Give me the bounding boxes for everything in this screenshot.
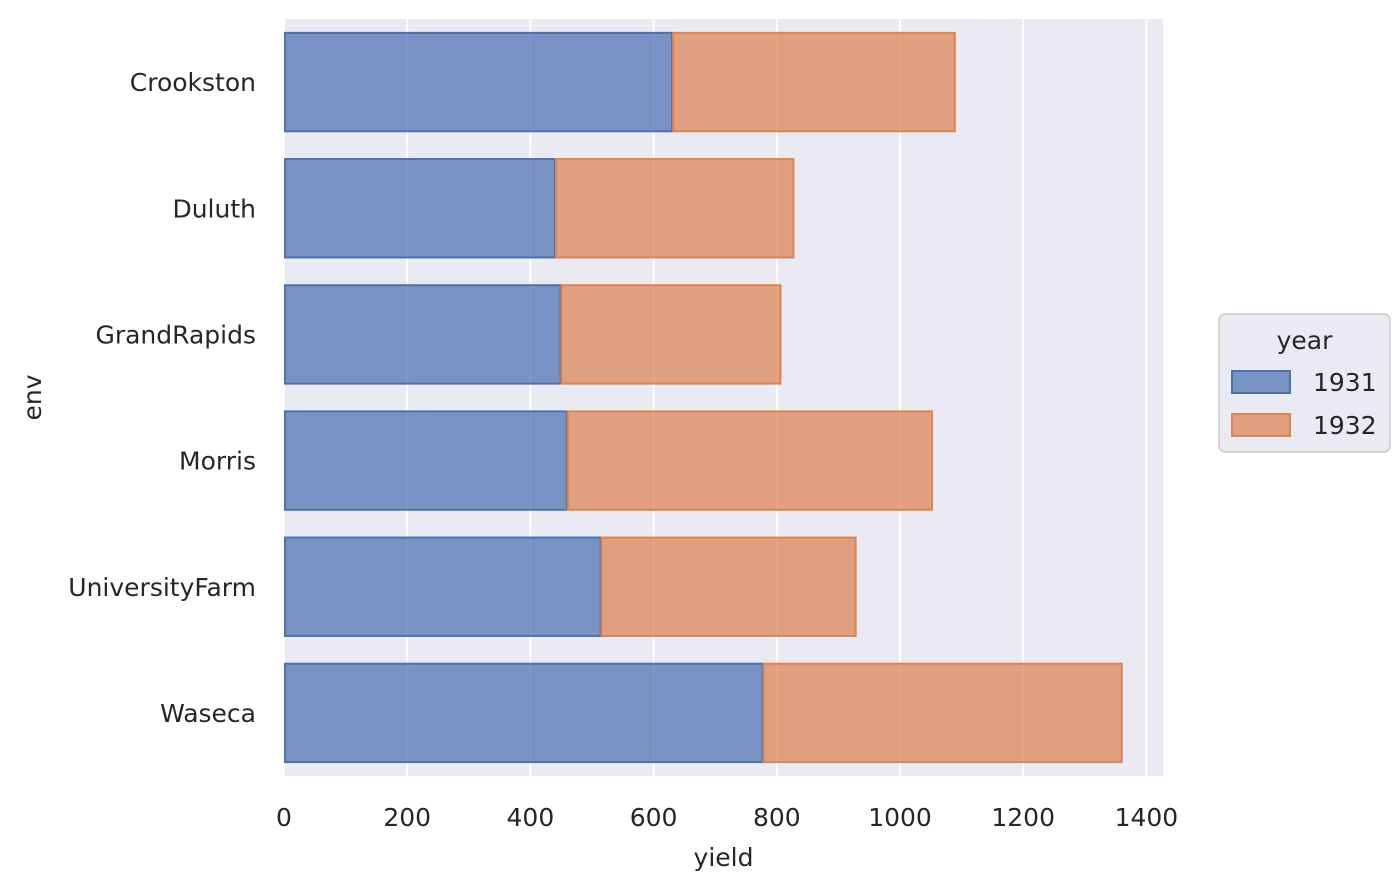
- bar-GrandRapids-1932: [560, 284, 782, 385]
- bar-UniversityFarm-1931: [284, 536, 602, 637]
- x-tick-label: 600: [630, 803, 678, 832]
- x-axis-label: yield: [694, 843, 754, 872]
- x-tick-label: 1200: [991, 803, 1055, 832]
- y-tick-label: Duluth: [172, 194, 256, 223]
- bar-UniversityFarm-1932: [600, 536, 857, 637]
- y-axis-label: env: [18, 374, 47, 420]
- legend-swatch-1931: [1231, 370, 1291, 394]
- legend-label-1932: 1932: [1313, 411, 1377, 440]
- bars: [284, 31, 1123, 764]
- legend-title: year: [1277, 326, 1333, 355]
- bar-Duluth-1931: [284, 158, 557, 259]
- legend-items: 1931 1932: [1231, 368, 1377, 440]
- y-axis-ticks: Crookston Duluth GrandRapids Morris Universi…: [68, 68, 256, 728]
- y-tick-label: GrandRapids: [95, 320, 256, 349]
- bar-Waseca-1931: [284, 662, 764, 764]
- bar-Waseca-1932: [762, 662, 1123, 764]
- bar-Crookston-1932: [672, 31, 956, 133]
- y-tick-label: Morris: [179, 447, 256, 476]
- y-tick-label: Crookston: [130, 68, 256, 97]
- bar-GrandRapids-1931: [284, 284, 562, 385]
- legend-swatch-1932: [1231, 413, 1291, 437]
- plot-background: [284, 19, 1163, 776]
- bar-Morris-1931: [284, 410, 568, 511]
- x-tick-label: 0: [276, 803, 292, 832]
- grid-lines: [283, 19, 1148, 776]
- bar-Morris-1932: [566, 410, 934, 511]
- x-tick-label: 200: [383, 803, 431, 832]
- bar-Duluth-1932: [555, 158, 795, 259]
- x-tick-label: 1000: [868, 803, 932, 832]
- y-tick-label: Waseca: [160, 699, 256, 728]
- bar-Crookston-1931: [284, 31, 674, 133]
- x-tick-label: 400: [507, 803, 555, 832]
- x-tick-label: 800: [753, 803, 801, 832]
- legend: year 1931 1932: [1218, 313, 1391, 453]
- x-axis-ticks: 0 200 400 600 800 1000 1200 1400: [276, 803, 1178, 832]
- x-tick-label: 1400: [1115, 803, 1179, 832]
- y-tick-label: UniversityFarm: [68, 573, 256, 602]
- legend-label-1931: 1931: [1313, 368, 1377, 397]
